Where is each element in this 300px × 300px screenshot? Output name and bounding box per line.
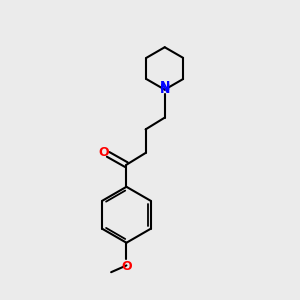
Text: N: N — [160, 80, 170, 94]
Text: O: O — [98, 146, 109, 159]
Text: N: N — [160, 83, 170, 96]
Text: O: O — [121, 260, 132, 273]
